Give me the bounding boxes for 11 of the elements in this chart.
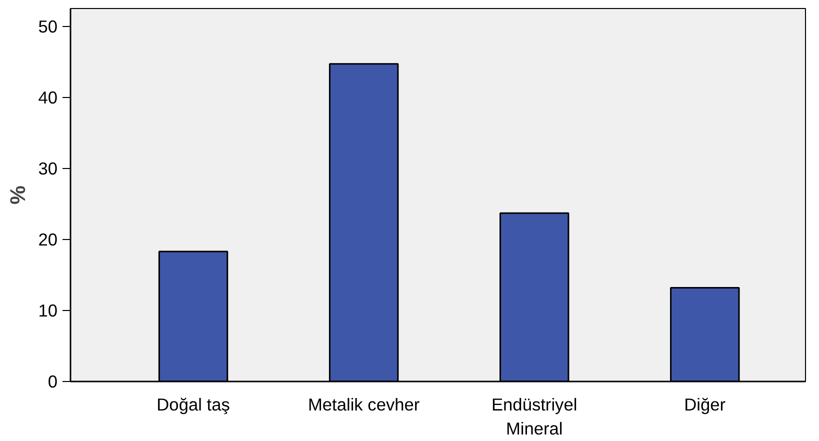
y-tick-label: 30: [38, 158, 58, 178]
y-tick-label: 0: [48, 372, 58, 392]
x-tick-label: Diğer: [684, 394, 726, 414]
y-tick-label: 40: [38, 87, 58, 108]
x-tick-label: Doğal taş: [156, 394, 230, 414]
y-axis-title: %: [6, 185, 30, 204]
x-tick-label: Metalik cevher: [308, 394, 420, 414]
x-tick-label: Endüstriyel Mineral: [491, 394, 578, 438]
y-tick-label: 20: [38, 229, 58, 250]
y-tick-label: 50: [38, 16, 58, 36]
y-tick-label: 10: [38, 300, 58, 320]
